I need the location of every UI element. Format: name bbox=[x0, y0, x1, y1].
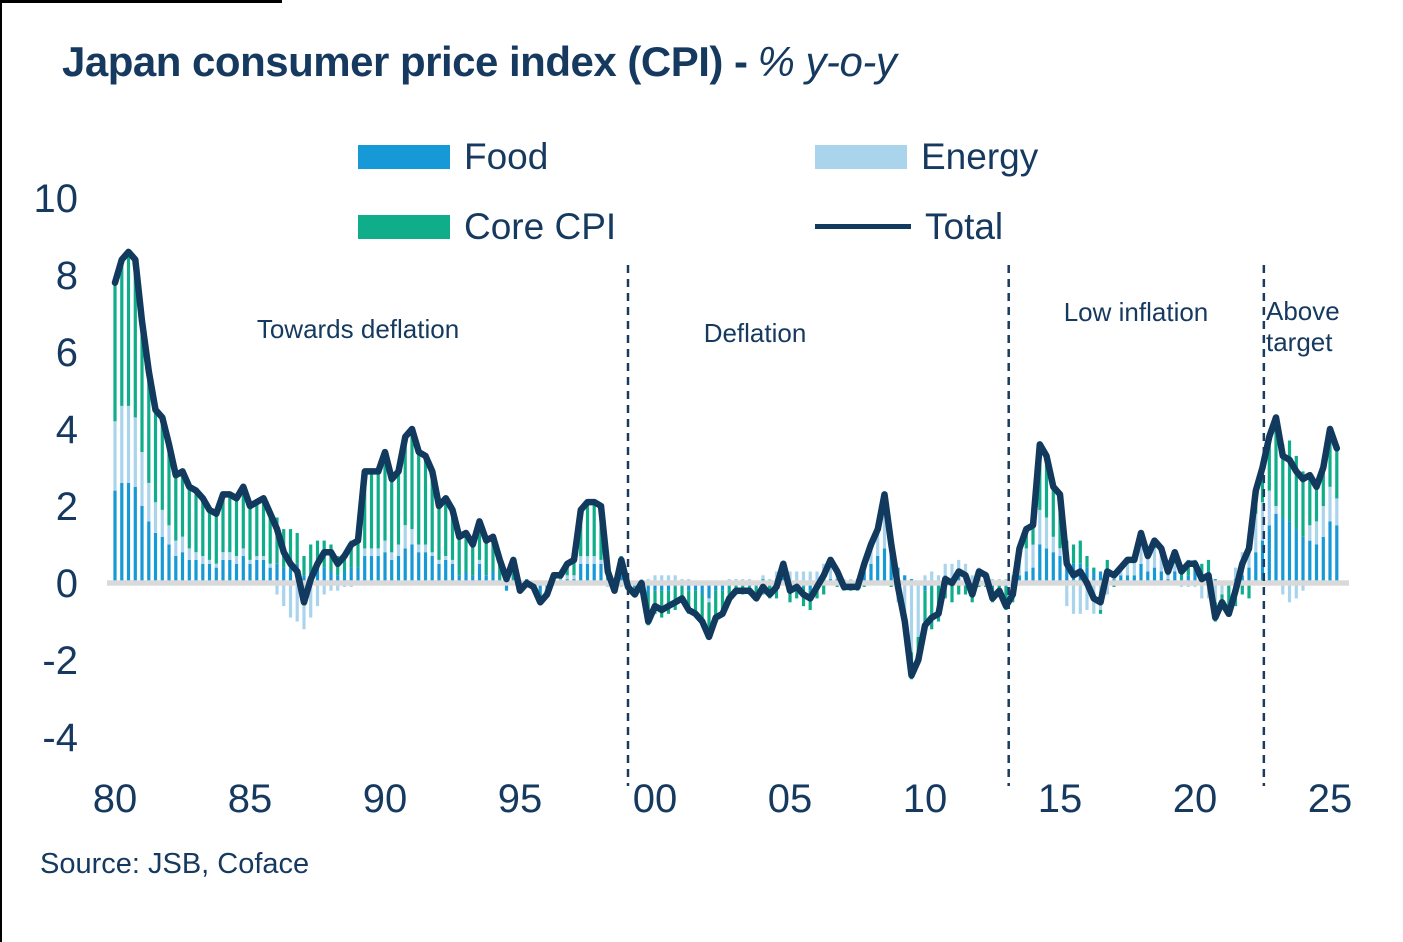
food-swatch bbox=[358, 144, 450, 169]
annotation-above-target: Above target bbox=[1266, 296, 1340, 358]
x-tick-25: 25 bbox=[1308, 777, 1353, 821]
energy-swatch bbox=[815, 144, 907, 169]
x-tick-15: 15 bbox=[1038, 777, 1083, 821]
x-tick-20: 20 bbox=[1173, 777, 1218, 821]
title-main: Japan consumer price index (CPI) - bbox=[62, 38, 748, 85]
x-tick-90: 90 bbox=[363, 777, 408, 821]
legend-item-core-cpi: Core CPI bbox=[358, 208, 616, 245]
x-tick-95: 95 bbox=[498, 777, 543, 821]
y-tick-8: 8 bbox=[56, 254, 78, 298]
legend-item-energy: Energy bbox=[815, 138, 1038, 175]
legend-label-core-cpi: Core CPI bbox=[464, 206, 617, 247]
x-tick-85: 85 bbox=[228, 777, 273, 821]
legend-label-total: Total bbox=[925, 206, 1004, 247]
frame-top-border bbox=[0, 0, 282, 3]
y-tick-2: 2 bbox=[56, 485, 78, 529]
y-tick-10: 10 bbox=[34, 177, 79, 221]
page-title: Japan consumer price index (CPI) -% y-o-… bbox=[62, 38, 897, 86]
frame-left-border bbox=[0, 0, 2, 942]
title-subtitle: % y-o-y bbox=[757, 38, 897, 85]
legend-item-food: Food bbox=[358, 138, 548, 175]
y-tick--4: -4 bbox=[42, 716, 78, 760]
legend-label-energy: Energy bbox=[921, 136, 1039, 177]
annotation-low-inflation: Low inflation bbox=[1063, 297, 1209, 327]
annotation-deflation: Deflation bbox=[703, 318, 807, 348]
y-tick--2: -2 bbox=[42, 639, 78, 683]
zero-gridline bbox=[107, 580, 1349, 586]
bars-energy bbox=[113, 405, 1339, 653]
y-tick-6: 6 bbox=[56, 331, 78, 375]
x-tick-80: 80 bbox=[93, 777, 138, 821]
x-tick-10: 10 bbox=[903, 777, 948, 821]
source-note: Source: JSB, Coface bbox=[40, 848, 310, 880]
annotation-towards-deflation: Towards deflation bbox=[256, 314, 460, 344]
total-line-swatch bbox=[815, 224, 911, 229]
y-tick-4: 4 bbox=[56, 408, 78, 452]
x-tick-00: 00 bbox=[633, 777, 678, 821]
legend-label-food: Food bbox=[464, 136, 549, 177]
legend-item-total: Total bbox=[815, 208, 1003, 245]
core-cpi-swatch bbox=[358, 214, 450, 239]
y-tick-0: 0 bbox=[56, 562, 78, 606]
total-line bbox=[111, 248, 1341, 679]
x-tick-05: 05 bbox=[768, 777, 813, 821]
